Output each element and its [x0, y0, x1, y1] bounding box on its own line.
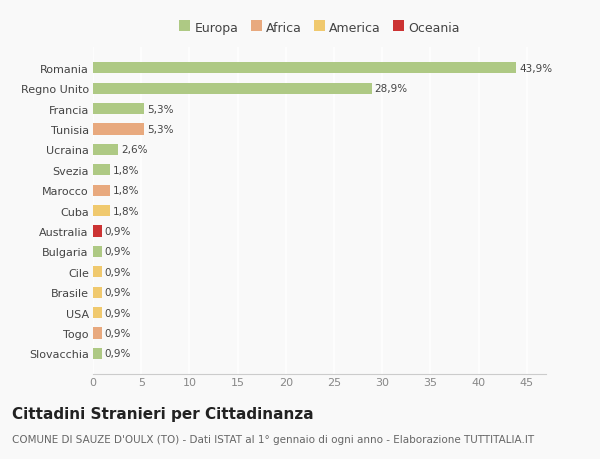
Bar [93, 328, 101, 339]
Bar [93, 287, 101, 298]
Bar [93, 308, 101, 319]
Text: 0,9%: 0,9% [104, 349, 131, 358]
Text: 28,9%: 28,9% [374, 84, 407, 94]
Text: 43,9%: 43,9% [519, 64, 552, 73]
Text: 0,9%: 0,9% [104, 247, 131, 257]
Bar [93, 185, 110, 196]
Text: 1,8%: 1,8% [113, 165, 140, 175]
Text: 1,8%: 1,8% [113, 206, 140, 216]
Bar [93, 206, 110, 217]
Bar [93, 267, 101, 278]
Text: COMUNE DI SAUZE D'OULX (TO) - Dati ISTAT al 1° gennaio di ogni anno - Elaborazio: COMUNE DI SAUZE D'OULX (TO) - Dati ISTAT… [12, 434, 534, 444]
Text: 0,9%: 0,9% [104, 328, 131, 338]
Text: 5,3%: 5,3% [147, 104, 173, 114]
Bar [93, 165, 110, 176]
Bar [93, 63, 516, 74]
Text: 1,8%: 1,8% [113, 186, 140, 196]
Text: 0,9%: 0,9% [104, 267, 131, 277]
Legend: Europa, Africa, America, Oceania: Europa, Africa, America, Oceania [179, 22, 460, 35]
Text: 5,3%: 5,3% [147, 125, 173, 134]
Bar [93, 246, 101, 257]
Bar [93, 226, 101, 237]
Text: Cittadini Stranieri per Cittadinanza: Cittadini Stranieri per Cittadinanza [12, 406, 314, 421]
Bar [93, 145, 118, 156]
Bar [93, 348, 101, 359]
Bar [93, 104, 144, 115]
Text: 0,9%: 0,9% [104, 308, 131, 318]
Text: 0,9%: 0,9% [104, 226, 131, 236]
Bar [93, 124, 144, 135]
Text: 0,9%: 0,9% [104, 288, 131, 297]
Text: 2,6%: 2,6% [121, 145, 148, 155]
Bar [93, 84, 371, 95]
